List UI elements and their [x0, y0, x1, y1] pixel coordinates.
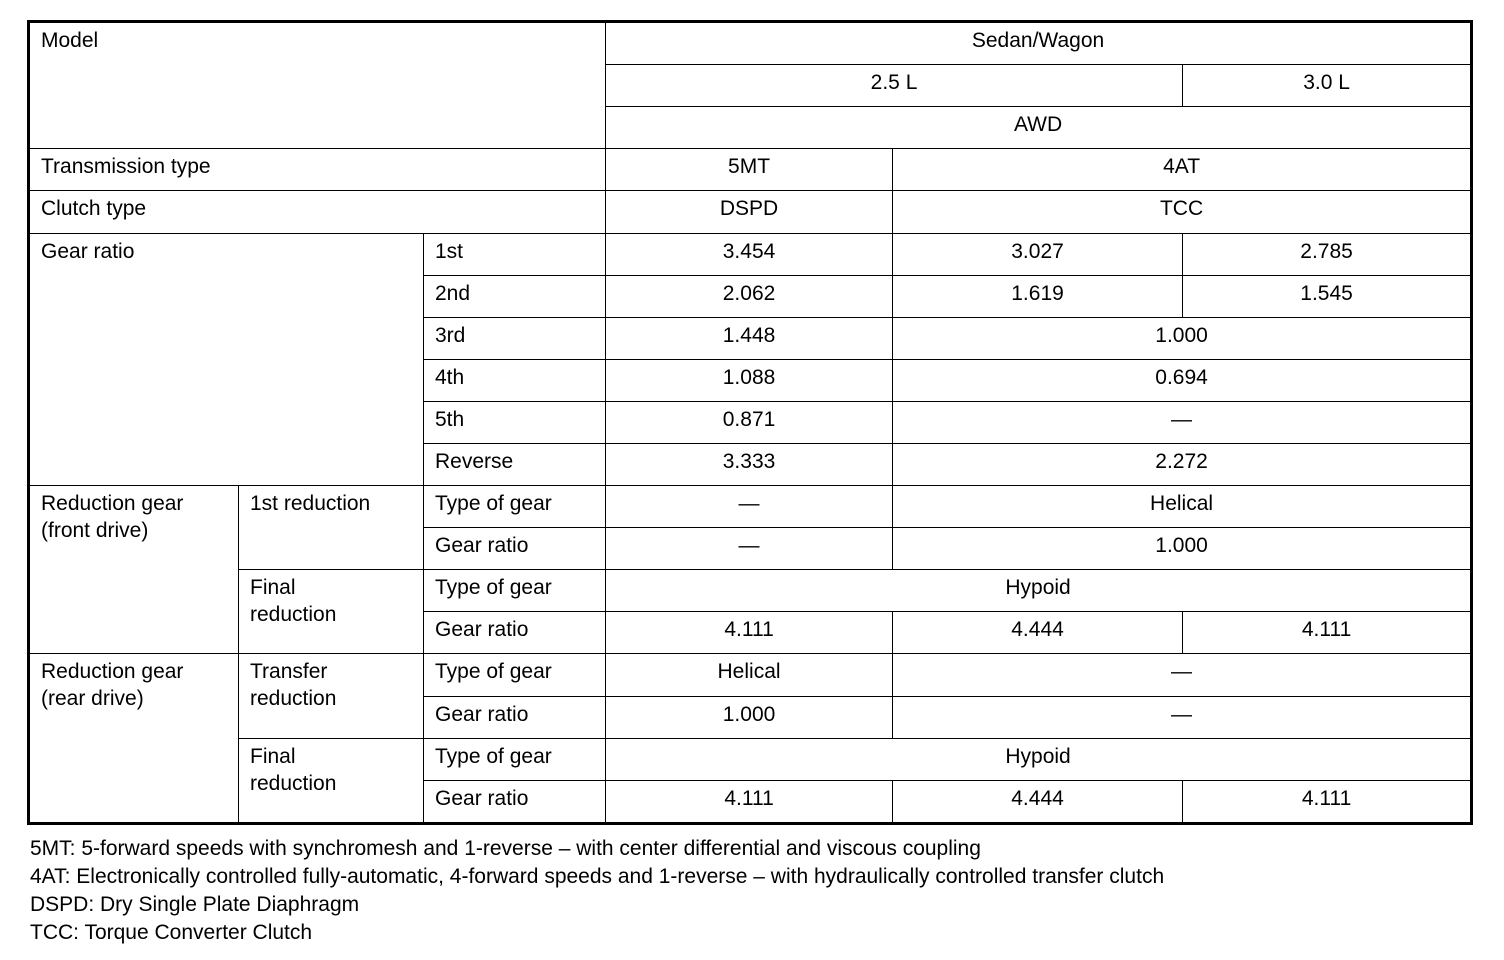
value-cell: —	[605, 485, 894, 529]
value-cell: Helical	[892, 485, 1473, 529]
label-cell: Gear ratio	[422, 779, 607, 825]
value-cell: AWD	[605, 106, 1473, 150]
footnote-tcc: TCC: Torque Converter Clutch	[30, 921, 313, 944]
value-cell: Helical	[605, 653, 894, 697]
value-cell: 4.111	[1182, 779, 1473, 825]
value-cell: 0.871	[605, 400, 894, 445]
label-cell: Transfer reduction	[238, 653, 424, 739]
value-cell: 4.444	[892, 779, 1184, 825]
value-cell: 2.5 L	[605, 64, 1184, 108]
value-cell: 3.333	[605, 443, 894, 487]
table-row: Gear ratio 1.000—	[29, 695, 1473, 739]
label-cell: Reverse	[422, 443, 607, 487]
label-cell: 5th	[422, 400, 607, 445]
label-cell: Final reduction	[238, 569, 424, 655]
table-row: 3rd 1.448 1.000	[29, 316, 1473, 360]
table-row: Clutch type DSPD TCC	[27, 190, 1473, 234]
value-cell: 4.111	[1182, 611, 1473, 655]
label-cell: Gear ratio	[28, 232, 424, 487]
value-cell: 5MT	[605, 148, 894, 192]
value-cell: DSPD	[605, 190, 894, 234]
label-cell: 4th	[422, 358, 607, 402]
label-cell: Gear ratio	[422, 527, 607, 571]
value-cell: 3.0 L	[1182, 64, 1473, 108]
table-row: Final reduction Type of gear Hypoid	[29, 737, 1473, 825]
value-cell: 4AT	[892, 148, 1473, 192]
value-cell: 1.000	[892, 527, 1473, 571]
table-row: 5th 0.871—	[29, 400, 1473, 445]
footnote-dspd: DSPD: Dry Single Plate Diaphragm	[30, 893, 360, 916]
value-cell: 4.444	[892, 611, 1184, 655]
label-cell: Gear ratio	[422, 611, 607, 655]
table-row: 4th 1.088 0.694	[29, 358, 1473, 402]
value-cell: —	[892, 400, 1473, 445]
value-cell: 1.448	[605, 316, 894, 360]
label-cell: Type of gear	[422, 569, 607, 613]
label-cell: Clutch type	[27, 190, 607, 234]
table-row: Final reduction Type of gear Hypoid	[29, 569, 1473, 655]
table-row: Reduction gear (front drive) 1st reductio…	[28, 485, 1473, 655]
value-cell: 2.062	[605, 274, 894, 318]
label-cell: Gear ratio	[422, 695, 607, 739]
value-cell: 1.000	[605, 695, 894, 739]
label-cell: Reduction gear (front drive)	[28, 485, 239, 655]
table-row: 2nd 2.062 1.619 1.545	[29, 274, 1473, 318]
value-cell: 2.272	[892, 443, 1473, 487]
table-row: Model Sedan/Wagon	[27, 20, 1473, 150]
value-cell: 3.027	[892, 232, 1184, 276]
label-cell: 1st reduction	[238, 485, 424, 571]
value-cell: —	[605, 527, 894, 571]
value-cell: 1.000	[892, 316, 1473, 360]
label-cell: Model	[27, 20, 607, 150]
table-row: 2.5 L 3.0 L	[29, 64, 1473, 108]
footnote-4at: 4AT: Electronically controlled fully-aut…	[30, 865, 1165, 888]
label-cell: Reduction gear (rear drive)	[28, 653, 239, 824]
value-cell: Sedan/Wagon	[605, 20, 1473, 66]
value-cell: —	[892, 695, 1473, 739]
value-cell: TCC	[892, 190, 1473, 234]
table-row: Transmission type 5MT 4AT	[27, 148, 1473, 192]
value-cell: —	[892, 653, 1473, 697]
value-cell: 1.545	[1182, 274, 1473, 318]
value-cell: 3.454	[605, 232, 894, 276]
label-cell: Type of gear	[422, 653, 607, 697]
value-cell: 4.111	[605, 611, 894, 655]
specifications-table: Model Sedan/Wagon 2.5 L 3.0 L AWD Transmissio…	[27, 20, 1474, 825]
label-cell: Transmission type	[27, 148, 607, 192]
table-row: Gear ratio 1st 3.454 3.027 2.785	[28, 232, 1473, 487]
value-cell: Hypoid	[605, 569, 1473, 613]
footnote-5mt: 5MT: 5-forward speeds with synchromesh a…	[30, 837, 981, 860]
value-cell: 4.111	[605, 779, 894, 825]
table-row: Reduction gear (rear drive) Transfer redu…	[28, 653, 1473, 824]
label-cell: Final reduction	[238, 737, 424, 825]
footnotes: 5MT: 5-forward speeds with synchromesh a…	[30, 835, 1164, 947]
table-row: Gear ratio 4.111 4.444 4.111	[29, 611, 1473, 655]
label-cell: Type of gear	[422, 485, 607, 529]
value-cell: Hypoid	[605, 737, 1473, 781]
value-cell: 1.619	[892, 274, 1184, 318]
label-cell: 1st	[422, 232, 607, 276]
label-cell: Type of gear	[422, 737, 607, 781]
label-cell: 3rd	[422, 316, 607, 360]
value-cell: 2.785	[1182, 232, 1473, 276]
table-row: Gear ratio 4.111 4.444 4.111	[29, 779, 1473, 825]
value-cell: 0.694	[892, 358, 1473, 402]
label-cell: 2nd	[422, 274, 607, 318]
value-cell: 1.088	[605, 358, 894, 402]
